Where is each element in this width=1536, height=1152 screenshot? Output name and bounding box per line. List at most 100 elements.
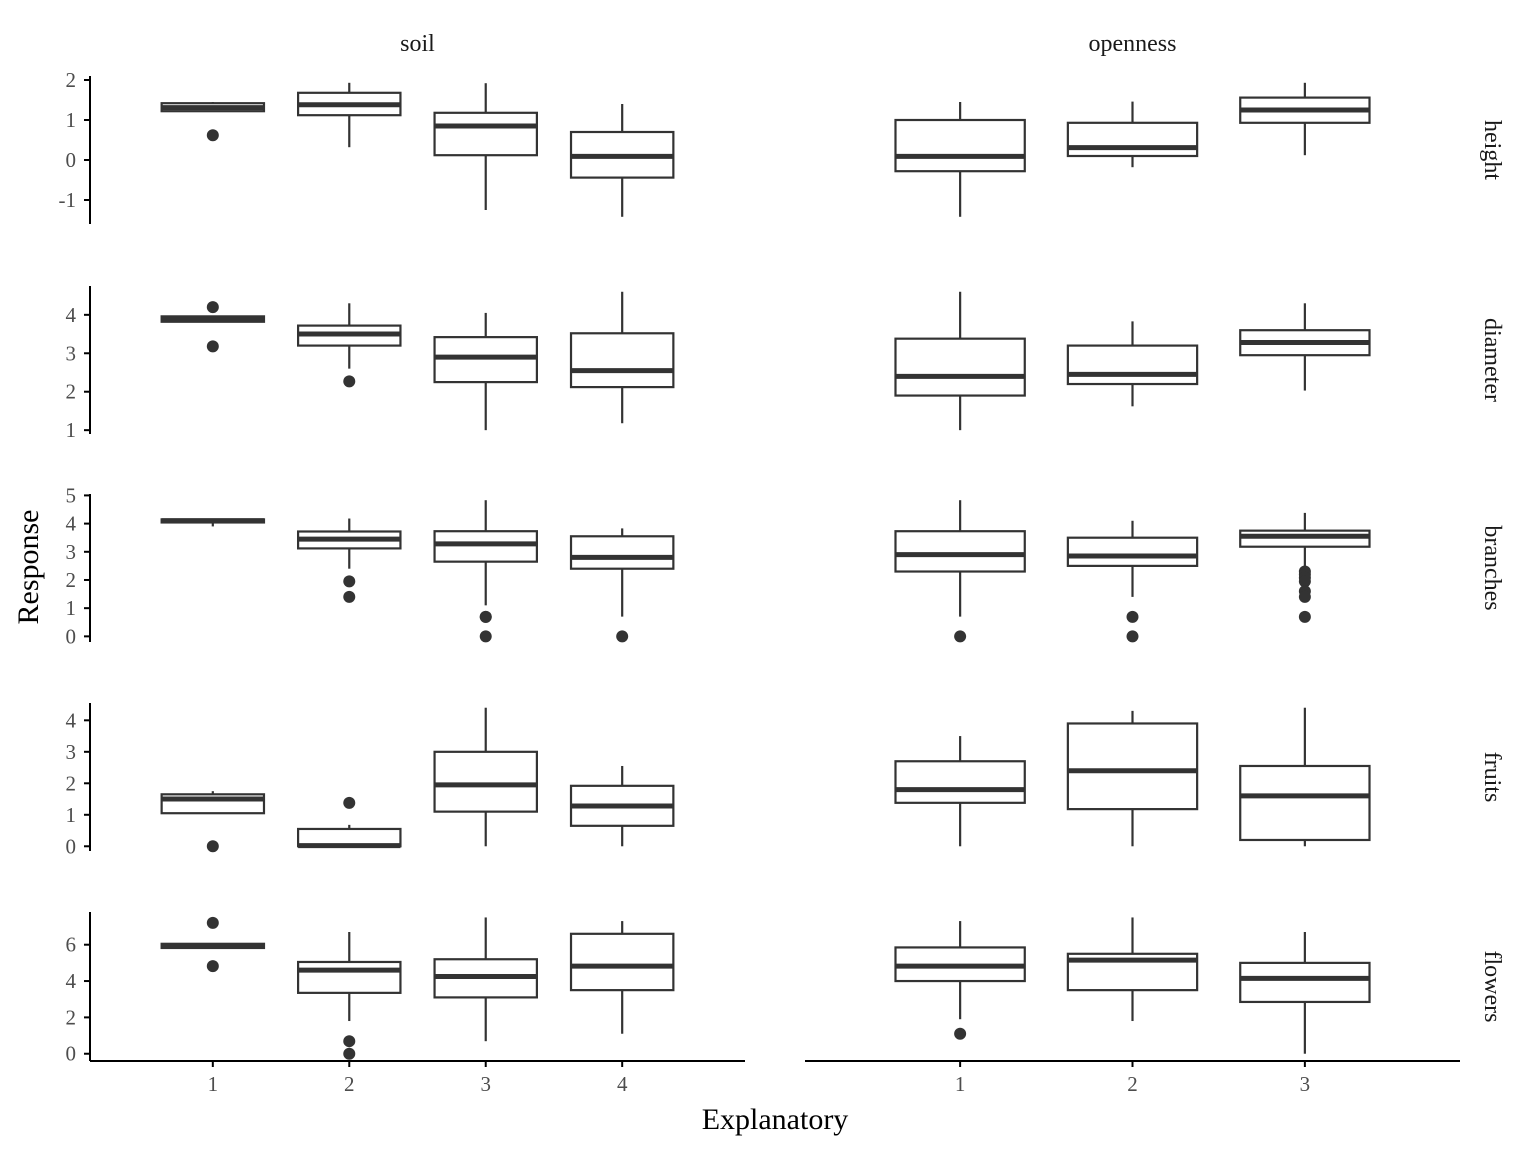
outlier-point — [1298, 590, 1311, 603]
row-strip-diameter: diameter — [1479, 318, 1505, 402]
facet-strip-labels: soil openness height diameter branches fruits… — [400, 31, 1505, 1022]
y-tick-label: 4 — [66, 512, 77, 536]
boxplot-diameter-soil-3 — [433, 312, 539, 431]
boxplot-height-openness-3 — [1239, 82, 1371, 156]
x-tick-label: 2 — [1127, 1072, 1138, 1096]
x-tick-label: 2 — [344, 1072, 355, 1096]
boxplot-height-soil-1 — [160, 102, 266, 142]
boxplot-diameter-openness-1 — [894, 291, 1026, 431]
boxplot-fruits-openness-2 — [1066, 710, 1199, 847]
x-axis-openness: 1 2 3 — [805, 1060, 1460, 1096]
boxplot-branches-openness-2 — [1066, 520, 1199, 643]
boxplot-fruits-soil-1 — [160, 791, 266, 853]
box-iqr — [1066, 121, 1199, 158]
y-tick-label: 1 — [66, 108, 77, 132]
y-axis-height: -1 0 1 2 — [59, 68, 91, 224]
y-tick-label: 0 — [66, 624, 77, 648]
x-axis-title: Explanatory — [702, 1103, 849, 1136]
boxplot-height-soil-2 — [296, 82, 402, 148]
outlier-point — [479, 630, 492, 643]
panel-flowers-openness — [894, 917, 1371, 1054]
boxplot-branches-soil-1 — [160, 518, 266, 527]
outlier-point — [1126, 630, 1139, 643]
boxplot-diameter-soil-4 — [569, 291, 675, 424]
y-tick-label: 1 — [66, 418, 77, 442]
boxplot-branches-openness-1 — [894, 500, 1026, 643]
panel-height-soil — [160, 82, 675, 217]
outlier-point — [206, 960, 219, 973]
boxplot-fruits-soil-2 — [296, 796, 402, 849]
panel-fruits-soil — [160, 707, 675, 853]
outlier-point — [343, 575, 356, 588]
boxplot-branches-soil-4 — [569, 528, 675, 643]
y-tick-label: 3 — [66, 341, 77, 365]
box-iqr — [1239, 961, 1371, 1004]
boxplot-diameter-openness-2 — [1066, 321, 1199, 407]
boxplot-branches-soil-3 — [433, 500, 539, 643]
box-iqr — [433, 530, 539, 563]
boxplot-diameter-openness-3 — [1239, 303, 1371, 391]
outlier-point — [1126, 610, 1139, 623]
x-tick-label: 1 — [955, 1072, 966, 1096]
outlier-point — [616, 630, 629, 643]
boxplot-fruits-openness-1 — [894, 736, 1026, 847]
boxplot-height-soil-4 — [569, 104, 675, 217]
boxplot-flowers-openness-1 — [894, 921, 1026, 1040]
y-tick-label: -1 — [59, 188, 77, 212]
panel-flowers-soil — [160, 916, 675, 1060]
outlier-point — [343, 1047, 356, 1060]
outlier-point — [343, 1035, 356, 1048]
box-iqr — [894, 530, 1026, 573]
box-iqr — [569, 535, 675, 570]
x-tick-label: 4 — [617, 1072, 628, 1096]
box-iqr — [433, 750, 539, 813]
box-iqr — [894, 118, 1026, 173]
y-tick-label: 2 — [66, 68, 77, 92]
y-tick-label: 1 — [66, 596, 77, 620]
boxplot-height-openness-1 — [894, 102, 1026, 217]
boxplot-flowers-soil-3 — [433, 917, 539, 1042]
box-iqr — [894, 760, 1026, 804]
y-tick-label: 2 — [66, 771, 77, 795]
box-iqr — [296, 960, 402, 994]
box-iqr — [569, 932, 675, 992]
boxplot-height-soil-3 — [433, 83, 539, 210]
panel-branches-openness — [894, 500, 1371, 643]
y-tick-label: 0 — [66, 148, 77, 172]
outlier-point — [1298, 610, 1311, 623]
x-tick-label: 3 — [1300, 1072, 1311, 1096]
panel-diameter-soil — [160, 291, 675, 431]
y-tick-label: 5 — [66, 483, 77, 507]
column-strip-openness: openness — [1089, 31, 1177, 57]
y-tick-label: 3 — [66, 540, 77, 564]
row-strip-height: height — [1479, 120, 1505, 180]
box-iqr — [569, 332, 675, 389]
y-tick-label: 0 — [66, 834, 77, 858]
row-strip-fruits: fruits — [1479, 752, 1505, 803]
y-tick-label: 4 — [66, 303, 77, 327]
outlier-point — [343, 590, 356, 603]
panel-diameter-openness — [894, 291, 1371, 431]
outlier-point — [954, 1027, 967, 1040]
boxplot-flowers-soil-1 — [160, 916, 266, 973]
outlier-point — [343, 375, 356, 388]
y-axis-diameter: 1 2 3 4 — [66, 286, 91, 442]
box-iqr — [433, 111, 539, 157]
box-iqr — [1066, 344, 1199, 386]
outlier-point — [206, 340, 219, 353]
x-tick-label: 1 — [208, 1072, 219, 1096]
boxplot-branches-openness-3 — [1239, 512, 1371, 623]
row-strip-branches: branches — [1479, 525, 1505, 610]
outlier-point — [954, 630, 967, 643]
boxplot-fruits-soil-4 — [569, 765, 675, 847]
y-tick-label: 2 — [66, 380, 77, 404]
y-tick-label: 4 — [66, 708, 77, 732]
y-tick-label: 3 — [66, 740, 77, 764]
panel-branches-soil — [160, 500, 675, 643]
outlier-point — [479, 610, 492, 623]
outlier-point — [206, 916, 219, 929]
boxplot-flowers-soil-4 — [569, 921, 675, 1034]
axes: -1 0 1 2 1 2 3 4 0 1 2 3 4 5 0 1 2 3 4 0 2 4 6 1 2 3 4 1 2 3 — [59, 68, 1460, 1096]
x-tick-label: 3 — [480, 1072, 491, 1096]
